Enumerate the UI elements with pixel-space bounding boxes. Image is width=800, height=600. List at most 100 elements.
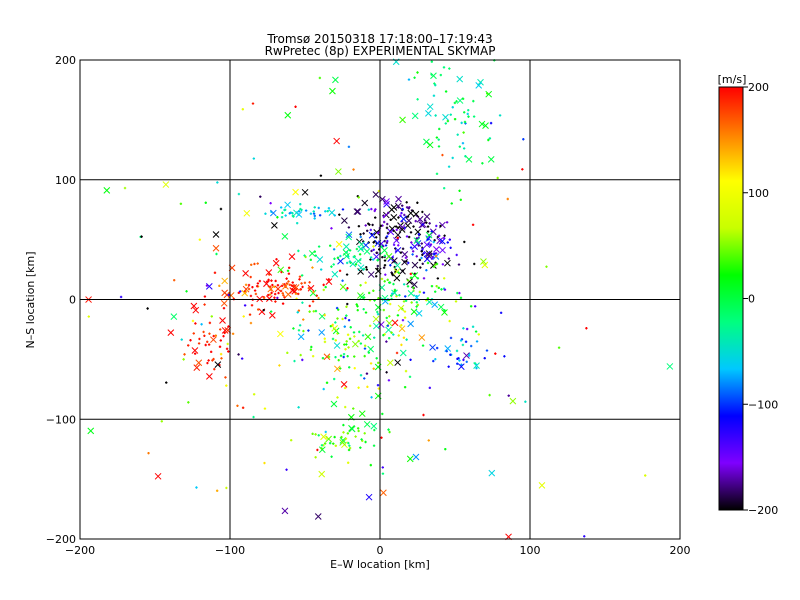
data-point-801	[478, 120, 486, 128]
data-point-934	[170, 313, 178, 320]
data-point-615	[333, 342, 341, 349]
data-point-528	[402, 283, 406, 286]
data-point-752	[426, 103, 434, 111]
data-point-195	[415, 255, 418, 258]
data-point-782	[475, 82, 483, 89]
data-point-10	[250, 304, 254, 307]
data-point-798	[399, 116, 406, 124]
data-point-38	[346, 287, 349, 290]
data-point-500	[345, 305, 348, 308]
data-point-236	[426, 230, 430, 233]
data-point-715	[388, 430, 391, 434]
data-point-673	[372, 315, 380, 323]
data-point-743	[437, 138, 440, 141]
data-point-720	[314, 433, 317, 436]
data-point-560	[352, 331, 356, 334]
data-point-684	[382, 333, 385, 337]
data-point-898	[346, 302, 349, 306]
data-point-716	[363, 420, 371, 428]
data-point-659	[339, 283, 347, 291]
data-point-807	[498, 114, 502, 117]
data-point-870	[278, 364, 281, 367]
data-point-129	[219, 339, 222, 342]
data-point-1041	[205, 284, 209, 287]
data-point-41	[287, 280, 290, 283]
data-point-882	[318, 76, 322, 80]
data-point-596	[323, 340, 327, 344]
data-point-712	[347, 441, 350, 445]
data-point-396	[457, 263, 461, 266]
data-point-573	[376, 310, 379, 314]
data-point-35	[322, 283, 325, 287]
data-point-822	[471, 325, 475, 328]
data-points	[85, 58, 674, 541]
data-point-890	[413, 237, 421, 244]
data-point-760	[456, 133, 459, 136]
data-point-142	[192, 332, 195, 335]
data-point-731	[342, 431, 345, 434]
data-point-688	[368, 324, 372, 328]
y-tick-label-1: −100	[46, 413, 76, 426]
data-point-747	[467, 108, 470, 112]
colorbar-label: [m/s]	[718, 73, 747, 86]
data-point-665	[401, 318, 405, 322]
data-point-864	[644, 474, 647, 477]
data-point-805	[434, 83, 437, 87]
data-point-385	[365, 268, 369, 271]
data-point-869	[427, 439, 430, 442]
data-point-285	[439, 246, 446, 254]
data-point-101	[258, 279, 262, 283]
data-point-985	[380, 436, 383, 439]
data-point-244	[397, 216, 400, 219]
data-point-251	[368, 223, 371, 226]
data-point-277	[409, 231, 413, 234]
data-point-388	[345, 273, 349, 276]
data-point-468	[308, 250, 316, 257]
data-point-764	[467, 115, 470, 118]
data-point-861	[429, 344, 436, 351]
data-point-405	[280, 215, 284, 219]
data-point-487	[358, 258, 362, 262]
data-point-858	[251, 102, 255, 105]
data-point-482	[330, 265, 333, 268]
data-point-986	[412, 453, 420, 461]
data-point-847	[425, 231, 433, 239]
data-point-657	[318, 312, 326, 320]
data-point-330	[442, 236, 446, 240]
data-point-925	[119, 295, 123, 299]
data-point-177	[428, 222, 431, 225]
data-point-960	[284, 111, 292, 119]
data-point-810	[483, 357, 486, 360]
data-point-878	[205, 283, 213, 290]
data-point-485	[314, 254, 317, 257]
colorbar-tick-label-1: 100	[748, 187, 769, 200]
data-point-819	[475, 367, 478, 370]
data-point-1039	[394, 359, 402, 366]
data-point-621	[348, 366, 351, 369]
data-point-410	[299, 202, 302, 206]
data-point-874	[243, 209, 251, 217]
data-point-300	[432, 240, 435, 244]
data-point-835	[449, 336, 453, 340]
data-point-4	[272, 259, 280, 267]
data-point-194	[412, 210, 420, 218]
data-point-1024	[386, 324, 390, 327]
data-point-242	[371, 223, 374, 227]
data-point-895	[154, 472, 162, 480]
data-point-674	[361, 334, 365, 337]
data-point-638	[346, 354, 349, 358]
data-point-792	[425, 110, 432, 117]
data-point-521	[397, 304, 405, 312]
data-point-152	[227, 350, 230, 353]
data-point-534	[418, 290, 422, 294]
data-point-894	[285, 468, 288, 471]
data-point-73	[267, 278, 270, 282]
data-point-919	[428, 386, 432, 390]
data-point-436	[300, 274, 304, 277]
data-point-964	[442, 186, 446, 190]
data-point-777	[416, 98, 419, 101]
data-point-179	[372, 191, 380, 198]
data-point-312	[376, 231, 380, 235]
data-point-644	[392, 333, 395, 336]
x-tick-label-3: 100	[520, 544, 541, 557]
